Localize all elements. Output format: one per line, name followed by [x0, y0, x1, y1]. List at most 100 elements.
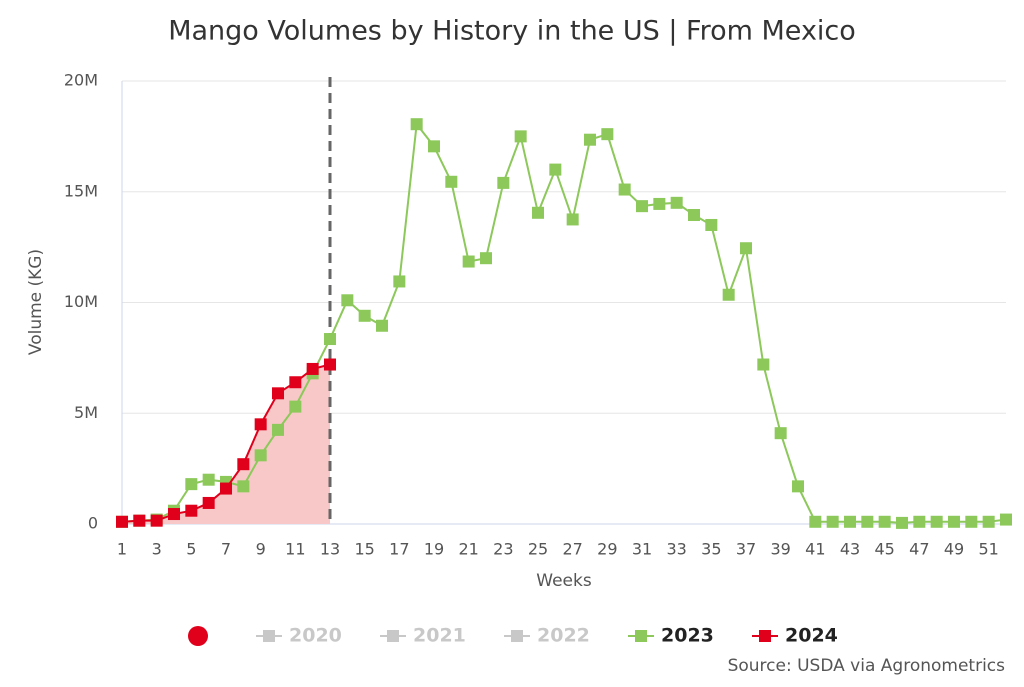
y-tick-label: 15M [64, 181, 98, 200]
point [982, 515, 995, 528]
point [670, 196, 683, 209]
point [237, 458, 250, 471]
legend-symbol [387, 630, 399, 642]
x-tick-label: 37 [736, 540, 756, 559]
legend-symbol [635, 630, 647, 642]
point [948, 515, 960, 528]
point [965, 515, 978, 528]
point [826, 515, 839, 528]
y-tick-label: 10M [64, 292, 98, 311]
point [462, 255, 475, 268]
legend-symbol [511, 630, 523, 642]
point [306, 362, 319, 375]
x-tick-label: 45 [874, 540, 894, 559]
point [324, 358, 336, 371]
series-line [121, 121, 1007, 524]
point [774, 427, 787, 440]
point [220, 482, 232, 495]
area [122, 364, 330, 524]
source-note: Source: USDA via Agronometrics [728, 656, 1006, 676]
x-tick-label: 13 [320, 540, 340, 559]
y-tick-label: 20M [64, 71, 98, 90]
point [480, 252, 492, 265]
point [913, 515, 926, 528]
point [636, 200, 648, 213]
point [792, 480, 804, 493]
point [584, 133, 596, 146]
point [532, 206, 544, 219]
point [757, 358, 770, 371]
x-tick-label: 9 [256, 540, 266, 559]
point [896, 516, 908, 529]
x-tick-label: 1 [117, 540, 127, 559]
x-tick-label: 7 [221, 540, 231, 559]
point [254, 418, 267, 431]
x-tick-label: 33 [666, 540, 686, 559]
point [393, 275, 406, 288]
x-tick-label: 21 [458, 540, 478, 559]
x-tick-label: 29 [597, 540, 617, 559]
legend-label[interactable]: 2020 [289, 625, 342, 647]
point [844, 515, 856, 528]
point [289, 400, 302, 413]
x-tick-label: 31 [632, 540, 652, 559]
point [428, 140, 440, 153]
x-tick-label: 15 [354, 540, 374, 559]
legend-label[interactable]: 2023 [661, 625, 714, 647]
point [705, 218, 718, 231]
point [150, 514, 163, 527]
point [653, 197, 666, 210]
chart-title: Mango Volumes by History in the US | Fro… [168, 16, 856, 47]
point [497, 176, 510, 189]
legend-label[interactable]: 2022 [537, 625, 590, 647]
legend-symbol [759, 630, 771, 642]
point [133, 514, 146, 527]
point [566, 213, 579, 226]
x-tick-label: 3 [152, 540, 162, 559]
y-axis-label: Volume (KG) [26, 249, 46, 355]
x-tick-label: 35 [701, 540, 721, 559]
point [514, 130, 527, 143]
point [185, 478, 198, 491]
x-tick-label: 51 [978, 540, 998, 559]
x-tick-label: 25 [528, 540, 548, 559]
point [237, 480, 250, 493]
legend-label[interactable]: 2024 [785, 625, 838, 647]
point [272, 423, 284, 436]
point [861, 515, 874, 528]
point [618, 183, 631, 196]
x-tick-label: 49 [944, 540, 964, 559]
point [185, 504, 198, 517]
x-tick-label: 47 [909, 540, 929, 559]
point [549, 163, 562, 176]
y-tick-label: 0 [88, 514, 98, 533]
x-tick-label: 39 [770, 540, 790, 559]
point [930, 515, 943, 528]
point [202, 496, 215, 509]
point [168, 508, 180, 521]
x-tick-label: 43 [840, 540, 860, 559]
legend-marker[interactable] [188, 626, 208, 646]
x-tick-label: 5 [186, 540, 196, 559]
x-tick-label: 41 [805, 540, 825, 559]
point [358, 309, 371, 322]
point [289, 376, 302, 389]
point [324, 333, 336, 346]
point [722, 288, 735, 301]
legend-label[interactable]: 2021 [413, 625, 466, 647]
point [376, 319, 388, 332]
point [341, 294, 354, 307]
point [688, 209, 700, 222]
point [809, 515, 822, 528]
point [1000, 513, 1012, 526]
x-axis-label: Weeks [536, 571, 592, 591]
point [254, 449, 267, 462]
point [202, 473, 215, 486]
point [272, 387, 284, 400]
x-tick-label: 23 [493, 540, 513, 559]
point [445, 175, 458, 188]
point [116, 515, 128, 528]
x-tick-label: 17 [389, 540, 409, 559]
point [410, 118, 423, 131]
